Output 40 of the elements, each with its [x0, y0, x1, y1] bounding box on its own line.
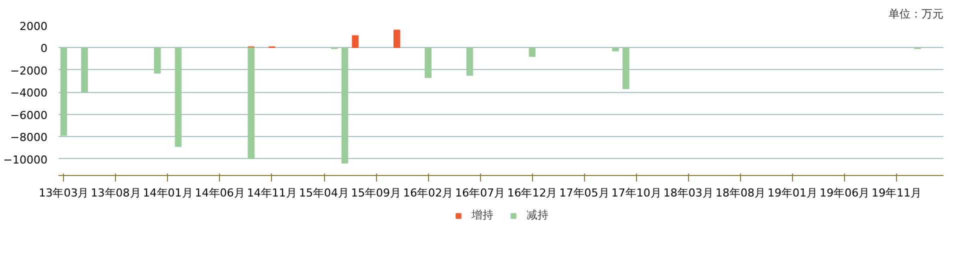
y-tick-label: −6000 — [10, 108, 48, 122]
bar — [466, 47, 474, 76]
x-tick-label: 14年01月 — [142, 186, 193, 200]
y-tick-label: 0 — [40, 42, 48, 56]
text: 单位：万元 — [888, 8, 944, 20]
x-tick-label: 14年11月 — [246, 186, 297, 200]
x-tick-label: 15年09月 — [351, 186, 402, 200]
legend-label: 增持 — [472, 208, 494, 222]
x-tick-label: 16年02月 — [403, 186, 454, 200]
bar — [174, 47, 182, 147]
bar — [248, 47, 254, 160]
y-tick-label: 2000 — [20, 20, 48, 33]
bar — [60, 47, 68, 136]
x-tick-label: 13年08月 — [90, 186, 141, 200]
x-tick-label: 16年07月 — [455, 186, 506, 200]
y-tick-label: −4000 — [10, 86, 48, 100]
x-tick-label: 18年03月 — [663, 186, 714, 200]
x-tick-label: 18年08月 — [715, 186, 766, 200]
bar — [528, 47, 536, 57]
y-tick-label: −8000 — [10, 131, 48, 144]
x-tick-label: 15年04月 — [299, 186, 350, 200]
bar — [424, 47, 432, 78]
bar — [81, 47, 88, 92]
bar — [394, 30, 400, 48]
x-tick-label: 13年03月 — [38, 186, 89, 200]
x-tick-label: 19年06月 — [820, 186, 870, 200]
bar — [622, 47, 630, 90]
x-tick-label: 17年10月 — [611, 186, 662, 200]
y-tick-label: −2000 — [10, 64, 48, 78]
x-tick-label: 16年12月 — [507, 186, 558, 200]
x-tick-label: 19年01月 — [768, 186, 818, 200]
x-tick-label: 17年05月 — [559, 186, 610, 200]
bar — [341, 47, 348, 164]
legend-label: 减持 — [526, 208, 548, 222]
bar — [352, 35, 359, 48]
bar — [612, 47, 619, 52]
x-tick-label: 14年06月 — [194, 186, 245, 200]
x-tick-label: 19年11月 — [872, 186, 922, 200]
y-tick-label: −10000 — [3, 153, 48, 166]
bar — [154, 47, 161, 74]
